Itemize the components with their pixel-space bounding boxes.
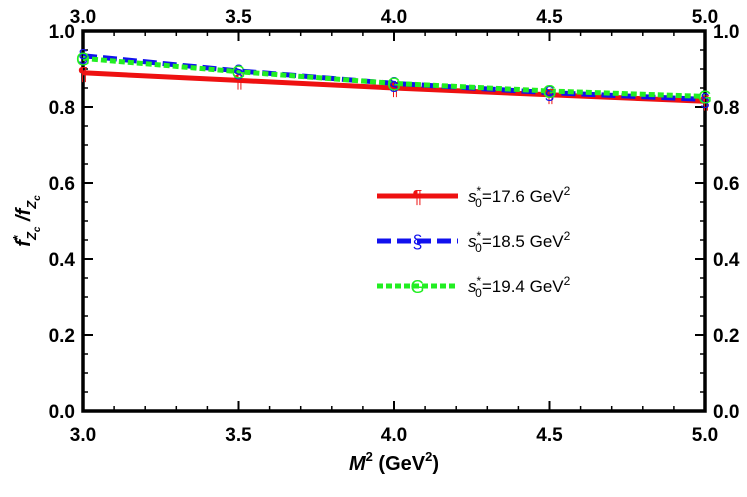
x-tick-label-bottom: 4.0 (381, 425, 407, 446)
y-tick-label-right: 0.0 (713, 402, 739, 423)
x-tick-label-bottom: 3.5 (225, 425, 252, 446)
series-1-marker: ¶ (545, 86, 555, 106)
x-tick-label-top: 3.5 (225, 7, 252, 28)
legend-label-2: s* 0=18.5 GeV2 (468, 229, 571, 255)
series-1-marker: ¶ (78, 64, 88, 84)
x-tick-label-bottom: 5.0 (692, 425, 718, 446)
series-2-marker: § (544, 84, 554, 104)
y-tick-label-left: 0.6 (49, 174, 75, 195)
series-2-marker: § (78, 47, 88, 67)
legend-label-3: s* 0=19.4 GeV2 (468, 274, 571, 300)
series-2-marker: § (389, 74, 399, 94)
y-tick-label-left: 1.0 (49, 22, 75, 43)
series-3-marker: G (542, 82, 556, 102)
x-tick-label-bottom: 3.0 (70, 425, 96, 446)
series-line-1 (82, 70, 706, 104)
series-1-marker: ¶ (700, 92, 710, 112)
series-1-marker: ¶ (389, 79, 399, 99)
series-2-marker: § (700, 90, 710, 110)
series-3-marker: G (231, 63, 245, 83)
y-tick-label-left: 0.8 (49, 98, 75, 119)
y-tick-label-left: 0.4 (49, 250, 76, 271)
x-tick-label-top: 4.0 (381, 7, 407, 28)
series-1-marker: ¶ (234, 71, 244, 91)
legend-marker-2: § (412, 232, 422, 252)
x-tick-label-top: 5.0 (692, 7, 718, 28)
x-tick-label-top: 4.5 (536, 7, 563, 28)
legend-marker-3: G (410, 277, 424, 297)
y-tick-label-right: 1.0 (713, 22, 739, 43)
x-tick-label-top: 3.0 (70, 7, 96, 28)
series-line-3 (82, 55, 706, 99)
y-tick-label-right: 0.2 (713, 326, 739, 347)
x-axis-label: M2 (GeV2) (349, 449, 439, 475)
y-tick-label-left: 0.0 (49, 402, 75, 423)
y-axis-label-group: f*Zc /fZc (10, 195, 43, 247)
series-3-marker: G (76, 49, 90, 69)
legend-label-1: s* 0=17.6 GeV2 (468, 184, 571, 210)
y-axis-label: f*Zc /fZc (10, 195, 43, 247)
y-tick-label-left: 0.2 (49, 326, 75, 347)
x-tick-label-bottom: 4.5 (536, 425, 563, 446)
series-3-marker: G (698, 87, 712, 107)
y-tick-label-right: 0.4 (713, 250, 740, 271)
series-2-marker: § (233, 62, 243, 82)
series-3-marker: G (387, 74, 401, 94)
legend-marker-1: ¶ (413, 187, 423, 207)
y-tick-label-right: 0.6 (713, 174, 739, 195)
y-tick-label-right: 0.8 (713, 98, 739, 119)
